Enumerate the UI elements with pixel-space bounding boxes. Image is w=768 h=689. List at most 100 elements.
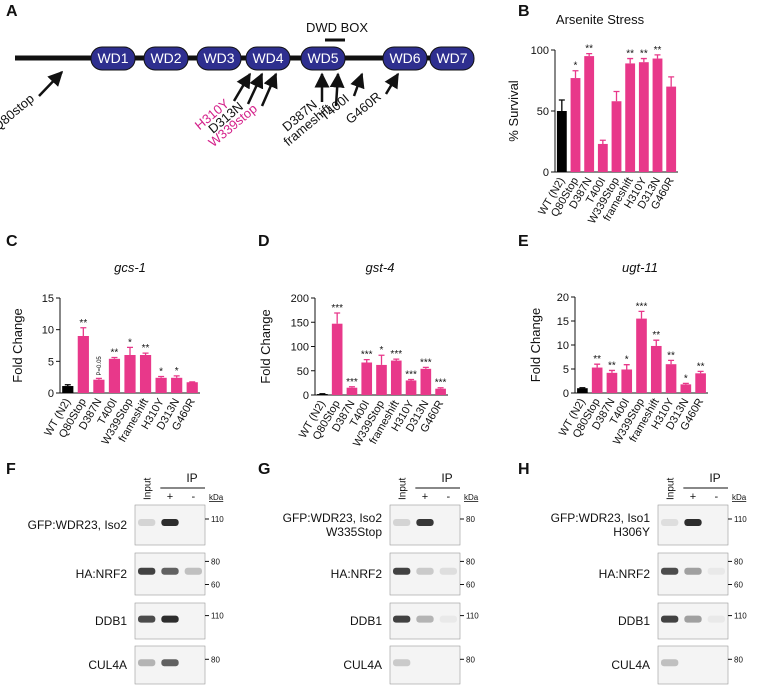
kda-marker: 80: [466, 515, 475, 524]
error-bar: [668, 359, 675, 365]
y-axis-label: % Survival: [506, 80, 521, 142]
blot-row-label: CUL4A: [611, 658, 650, 672]
blot-band: [161, 567, 179, 575]
error-bar: [173, 375, 180, 378]
kda-marker: 60: [211, 581, 220, 590]
wd-domain-label: WD7: [436, 50, 467, 66]
kda-label: kDa: [732, 493, 747, 502]
error-bar: [608, 369, 615, 373]
blot-row-label: DDB1: [95, 614, 127, 628]
significance-label: ***: [346, 377, 358, 388]
significance-label: ***: [420, 357, 432, 368]
blot-frame: [657, 645, 729, 685]
wd-domain: [143, 46, 189, 71]
panel-label: A: [6, 3, 18, 20]
lane-label: Input: [143, 478, 154, 500]
blot-band: [439, 567, 457, 575]
blot-band: [707, 567, 725, 575]
error-bar: [638, 310, 645, 319]
bar: [584, 56, 595, 172]
significance-label: ***: [435, 378, 447, 389]
significance-label: ***: [390, 349, 402, 360]
mutation-label: G460R: [343, 89, 384, 127]
significance-label: **: [608, 360, 616, 371]
ip-label: IP: [709, 471, 720, 485]
error-bar: [682, 382, 689, 385]
significance-label: *: [380, 345, 384, 356]
bar: [93, 379, 105, 393]
error-bar: [640, 57, 647, 63]
error-bar: [668, 76, 675, 87]
kda-marker: 110: [734, 515, 747, 524]
kda-label: kDa: [464, 493, 479, 502]
error-bar: [599, 139, 606, 144]
bar: [636, 318, 647, 393]
bar: [331, 323, 343, 395]
error-bar: [697, 370, 704, 374]
significance-label: *: [128, 337, 132, 348]
blot-frame: [389, 645, 461, 685]
bar: [638, 62, 649, 173]
error-bar: [378, 354, 385, 365]
significance-label: **: [667, 350, 675, 361]
blot-band: [138, 567, 156, 575]
error-bar: [363, 358, 370, 363]
ip-label: IP: [441, 471, 452, 485]
bar: [77, 336, 89, 393]
error-bar: [158, 375, 165, 378]
bar: [108, 358, 121, 393]
bar: [621, 369, 633, 393]
bar: [650, 345, 662, 393]
bar: [124, 355, 136, 393]
bar: [186, 382, 198, 393]
y-tick-label: 100: [531, 45, 549, 57]
blot-band: [684, 615, 702, 623]
significance-label: ***: [361, 350, 373, 361]
error-bar: [653, 339, 660, 346]
blot-band: [138, 519, 156, 526]
bar: [346, 387, 358, 395]
blot-band: [661, 567, 679, 575]
bar: [361, 362, 373, 395]
panel-label: B: [518, 3, 530, 20]
wd-domain: [382, 46, 428, 71]
kda-marker: 110: [466, 612, 479, 621]
blot-band: [161, 519, 179, 526]
blot-row-label: GFP:WDR23, Iso1: [551, 511, 651, 525]
kda-marker: 80: [211, 655, 220, 664]
error-bar: [408, 378, 415, 381]
bar: [62, 386, 74, 393]
lane-label: -: [446, 491, 450, 503]
y-tick-label: 50: [297, 366, 309, 378]
blot-row-label: CUL4A: [88, 658, 127, 672]
bar: [139, 355, 152, 393]
panel-label: D: [258, 233, 270, 250]
bar: [625, 63, 636, 172]
significance-label: **: [626, 49, 634, 60]
blot-band: [138, 615, 156, 623]
bar: [420, 368, 432, 395]
mutation-arrow: [38, 70, 64, 97]
bar: [556, 111, 567, 172]
significance-label: *: [625, 355, 629, 366]
error-bar: [127, 346, 133, 355]
mutation-arrow: [246, 72, 264, 105]
error-bar: [586, 53, 593, 57]
significance-label: *: [175, 366, 179, 377]
wd-domain: [196, 46, 242, 71]
bar: [577, 388, 588, 393]
blot-row-label: GFP:WDR23, Iso2: [28, 518, 128, 532]
significance-label: *: [159, 367, 163, 378]
bar: [597, 143, 608, 172]
bar: [666, 86, 677, 172]
y-tick-label: 0: [48, 388, 54, 400]
bar: [376, 364, 387, 395]
significance-label: **: [111, 348, 119, 359]
blot-row-label: H306Y: [613, 525, 650, 539]
bar: [680, 384, 692, 393]
error-bar: [613, 90, 620, 102]
bar: [695, 373, 706, 393]
y-tick-label: 5: [563, 364, 569, 376]
error-bar: [334, 312, 341, 324]
